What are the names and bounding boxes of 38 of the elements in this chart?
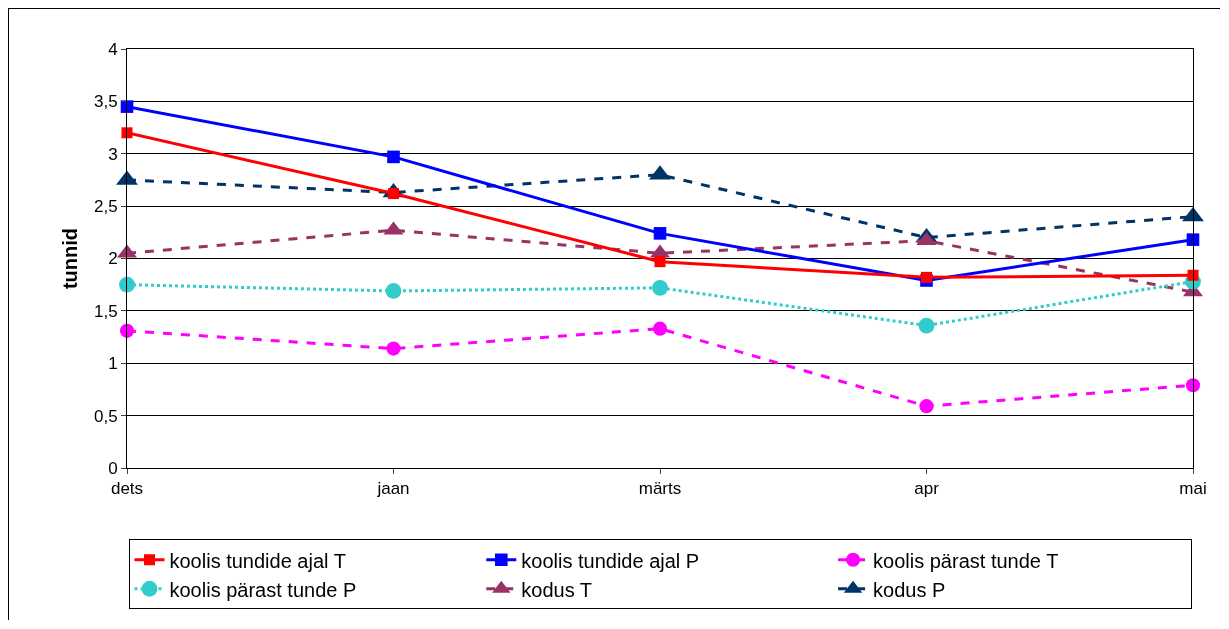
x-tick-label: märts xyxy=(638,479,682,499)
point xyxy=(387,150,400,164)
y-tick-label: 3 xyxy=(108,144,118,164)
legend-label: koolis tundide ajal P xyxy=(521,549,700,572)
y-tick-label: 1,5 xyxy=(93,301,118,321)
point xyxy=(120,100,134,113)
point xyxy=(653,227,667,240)
x-tick-label: dets xyxy=(110,479,144,499)
y-tick-label: 3,5 xyxy=(93,92,118,112)
x-tick-label: jaan xyxy=(376,479,410,499)
legend-label: koolis pärast tunde P xyxy=(169,578,357,601)
y-tick-label: 2,5 xyxy=(93,197,118,217)
legend-label: kodus T xyxy=(521,578,593,601)
point xyxy=(1185,378,1201,393)
legend-label: koolis tundide ajal T xyxy=(169,549,346,572)
point xyxy=(119,323,135,338)
y-tick-label: 2 xyxy=(108,249,118,269)
point xyxy=(921,271,932,283)
y-tick-label: 4 xyxy=(108,39,118,59)
legend-label: koolis pärast tunde T xyxy=(873,549,1059,572)
point xyxy=(919,399,934,414)
x-tick-label: mai xyxy=(1179,479,1207,499)
point xyxy=(385,283,402,299)
point xyxy=(652,279,668,296)
point xyxy=(119,276,135,293)
point xyxy=(121,127,133,139)
point xyxy=(918,317,935,334)
y-tick-label: 0 xyxy=(108,458,118,478)
point xyxy=(654,256,666,268)
x-tick-label: apr xyxy=(914,479,940,499)
legend-label: kodus P xyxy=(873,578,946,601)
y-axis-title: tunnid xyxy=(59,227,81,290)
y-tick-label: 1 xyxy=(108,354,118,374)
y-tick-label: 0,5 xyxy=(93,406,118,426)
point xyxy=(652,321,668,336)
point xyxy=(1186,233,1200,246)
point xyxy=(386,341,401,356)
point xyxy=(1187,269,1199,281)
